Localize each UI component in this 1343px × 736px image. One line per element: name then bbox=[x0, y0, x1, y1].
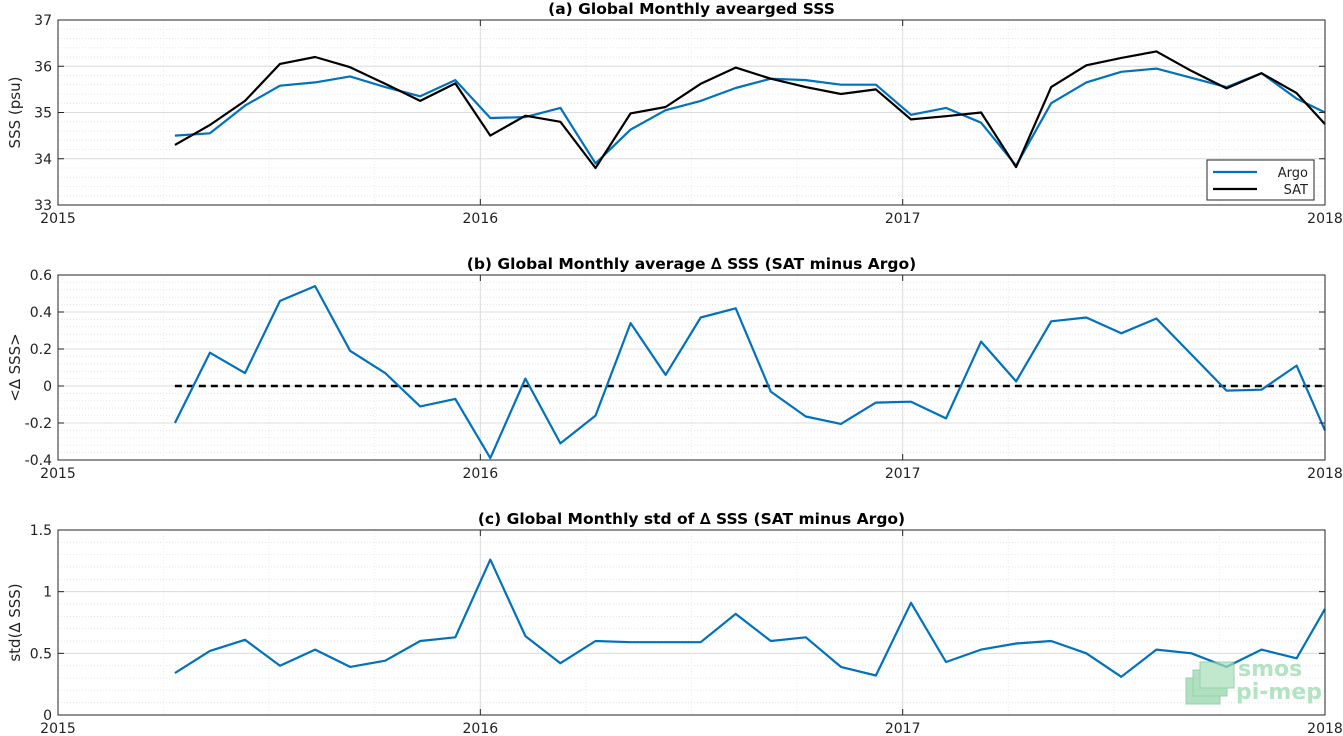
y-tick-label: 1.5 bbox=[30, 523, 52, 539]
panel-2: -0.4 -0.2 0 0.2 0.4 0.6 2015 2016 2017 2018 (b) Gl… bbox=[6, 255, 1343, 482]
x-tick-label: 2015 bbox=[40, 211, 76, 227]
x-tick-label: 2017 bbox=[885, 721, 921, 736]
y-axis-label: std(∆ SSS) bbox=[6, 583, 24, 661]
x-tick-label: 2015 bbox=[40, 466, 76, 482]
y-tick-label: 0.2 bbox=[30, 342, 52, 358]
x-tick-label: 2016 bbox=[463, 466, 499, 482]
series-line bbox=[174, 558, 1326, 678]
y-axis-label: SSS (psu) bbox=[6, 77, 24, 149]
y-tick-label: 0.6 bbox=[30, 268, 52, 284]
y-tick-label: 0.4 bbox=[30, 305, 52, 321]
x-tick-label: 2018 bbox=[1307, 721, 1343, 736]
y-tick-label: 0 bbox=[43, 708, 52, 724]
x-tick-label: 2016 bbox=[463, 211, 499, 227]
logo-block-icon bbox=[1199, 661, 1235, 689]
series-line-argo bbox=[174, 67, 1326, 167]
x-tick-label: 2018 bbox=[1307, 211, 1343, 227]
y-tick-label: -0.4 bbox=[25, 453, 52, 469]
y-tick-label: 34 bbox=[34, 152, 52, 168]
axes-box bbox=[57, 529, 1326, 716]
legend: Argo SAT bbox=[1206, 159, 1315, 201]
legend-label-argo: Argo bbox=[1278, 166, 1308, 181]
chart-title: (a) Global Monthly avearged SSS bbox=[548, 0, 835, 18]
series-line bbox=[173, 285, 1327, 460]
legend-box bbox=[1206, 159, 1315, 201]
y-tick-label: -0.2 bbox=[25, 416, 52, 432]
y-tick-label: 37 bbox=[34, 13, 52, 29]
series-line-sat bbox=[174, 50, 1326, 170]
y-tick-label: 1 bbox=[43, 585, 52, 601]
y-axis-label: <∆ SSS> bbox=[6, 333, 24, 402]
legend-label-sat: SAT bbox=[1284, 183, 1308, 198]
panel-3: 0 0.5 1 1.5 2015 2016 2017 2018 (c) Global Month… bbox=[6, 510, 1343, 736]
chart-title: (c) Global Monthly std of ∆ SSS (SAT min… bbox=[478, 510, 905, 528]
y-tick-label: 0.5 bbox=[30, 646, 52, 662]
logo-text-line2: pi-mep bbox=[1236, 680, 1322, 705]
x-tick-label: 2015 bbox=[40, 721, 76, 736]
x-tick-label: 2017 bbox=[885, 466, 921, 482]
chart-title: (b) Global Monthly average ∆ SSS (SAT mi… bbox=[467, 255, 916, 273]
y-tick-label: 0 bbox=[43, 379, 52, 395]
x-tick-label: 2016 bbox=[463, 721, 499, 736]
x-tick-label: 2018 bbox=[1307, 466, 1343, 482]
logo-text-line1: smos bbox=[1238, 657, 1302, 682]
panel-1: 33 34 35 36 37 2015 2016 2017 2018 (a) Global Mon… bbox=[6, 0, 1343, 227]
y-tick-label: 35 bbox=[34, 106, 52, 122]
axes-box bbox=[57, 274, 1326, 461]
y-tick-label: 33 bbox=[34, 198, 52, 214]
x-tick-label: 2017 bbox=[885, 211, 921, 227]
y-tick-label: 36 bbox=[34, 59, 52, 75]
